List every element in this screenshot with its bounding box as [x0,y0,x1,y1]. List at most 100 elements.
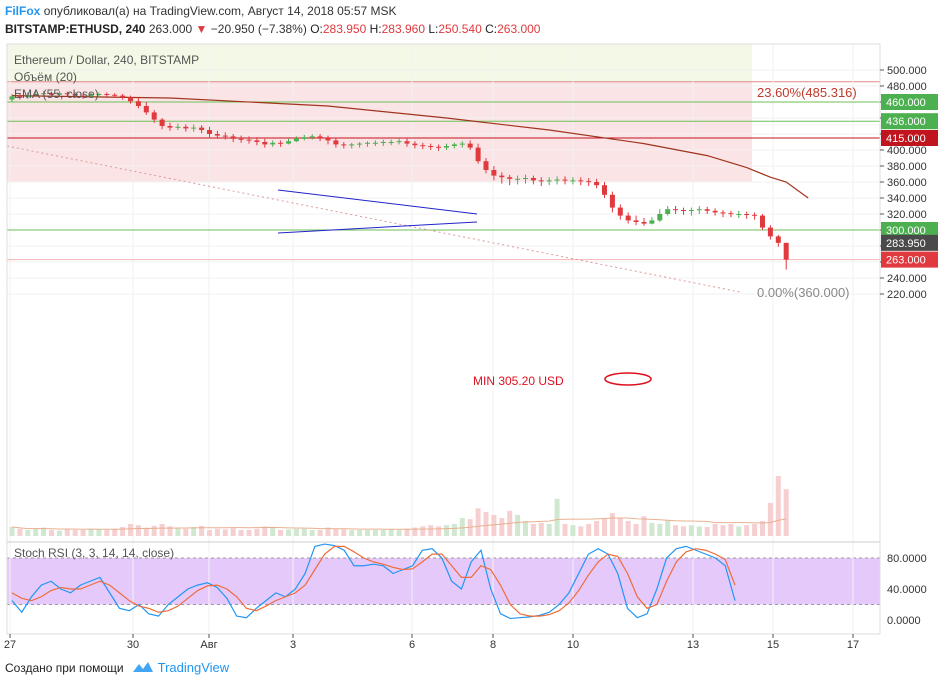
volume-bar [412,527,418,536]
volume-bar [420,526,426,536]
price-change: −20.950 (−7.38%) [210,22,307,36]
candle-body [96,94,102,95]
candle-body [681,210,686,211]
candle-body [112,94,118,96]
candle-body [499,175,505,178]
candle-body [475,147,481,162]
close-value: 263.000 [497,22,541,36]
author-name[interactable]: FilFox [5,4,41,18]
volume-bar [586,524,592,536]
open-label: O: [310,22,323,36]
triangle-upper-line [277,189,478,215]
price-badge-label: 300.000 [886,225,926,237]
candle-body [246,139,252,141]
price-badge-dark[interactable] [881,234,938,251]
candle-body [602,185,607,195]
stoch-tick-label: 80.0000 [887,553,927,565]
price-badge-green[interactable] [881,222,938,238]
x-tick-label: 27 [4,639,16,651]
candle-body [570,180,576,182]
volume-bar [657,524,663,536]
candle-body [436,146,442,148]
candle-body [507,177,513,179]
candle-body [530,178,536,181]
min-circle [604,372,652,386]
volume-bar [270,527,276,536]
volume-bar [451,524,457,536]
volume-bar [491,515,497,536]
candle-body [301,137,307,139]
candle-body [357,143,363,145]
price-badge-label: 460.000 [886,97,926,109]
price-badge-pink[interactable] [881,251,938,268]
candle-body [167,126,173,128]
legend-title: Ethereum / Dollar, 240, BITSTAMP [14,53,199,67]
x-tick-label: 15 [767,639,779,651]
volume-bar [25,530,31,536]
candle-body [736,214,742,215]
volume-bar [128,524,133,536]
volume-bar [230,528,236,536]
footer-created: Создано при помощи [5,661,124,675]
close-label: C: [485,22,498,36]
candle-body [444,146,449,148]
candle-body [649,220,655,224]
min-label: MIN 305.20 USD [473,374,564,388]
volume-bar [151,525,157,536]
price-badge-green[interactable] [881,94,938,110]
candle-body [538,180,544,182]
volume-bar [554,498,560,536]
volume-bar [199,525,205,536]
price-chart[interactable]: 500.000480.000460.000440.000420.000400.0… [0,0,939,660]
x-tick-label: 6 [409,639,415,651]
symbol-name: BITSTAMP:ETHUSD, 240 [5,22,146,36]
volume-bar [80,530,86,536]
volume-bar [475,508,481,536]
volume-bar [641,516,647,536]
price-badge-green[interactable] [881,113,938,130]
price-badge-red[interactable] [881,130,938,146]
volume-bar [783,489,789,536]
volume-bar [665,520,671,536]
candle-body [207,130,212,134]
candle-body [720,212,726,214]
footer-brand[interactable]: TradingView [157,660,230,675]
candle-body [388,142,394,143]
candle-body [546,180,552,182]
candle-body [230,136,236,139]
high-value: 283.960 [381,22,425,36]
candle-body [286,141,291,144]
y-tick-label: 380.000 [887,161,927,173]
volume-bar [444,525,449,536]
candle-body [262,142,268,145]
volume-bar [530,524,536,536]
volume-bar [752,524,758,536]
high-label: H: [369,22,382,36]
candle-body [365,142,370,144]
footer: Создано при помощи TradingView [5,660,229,677]
volume-bar [688,525,694,536]
volume-bar [744,525,750,536]
volume-bar [222,529,228,536]
y-tick-label: 340.000 [887,193,927,205]
candle-body [41,93,47,95]
candle-body [483,161,489,170]
volume-bar [41,527,47,536]
volume-bar [380,530,386,536]
tradingview-logo-icon[interactable] [132,660,154,677]
candle-body [491,170,497,176]
x-tick-label: 30 [127,639,139,651]
candle-body [278,142,284,144]
volume-bar [120,527,126,536]
volume-bar [17,528,23,536]
y-tick-label: 240.000 [887,273,927,285]
candle-body [25,94,31,98]
candle-body [175,126,181,128]
candle-body [586,181,592,183]
y-tick-label: 400.000 [887,145,927,157]
change-arrow-icon: ▼ [195,22,208,36]
candle-body [609,194,615,208]
candle-body [56,93,62,95]
candle-body [633,220,639,222]
volume-bar [649,522,655,536]
